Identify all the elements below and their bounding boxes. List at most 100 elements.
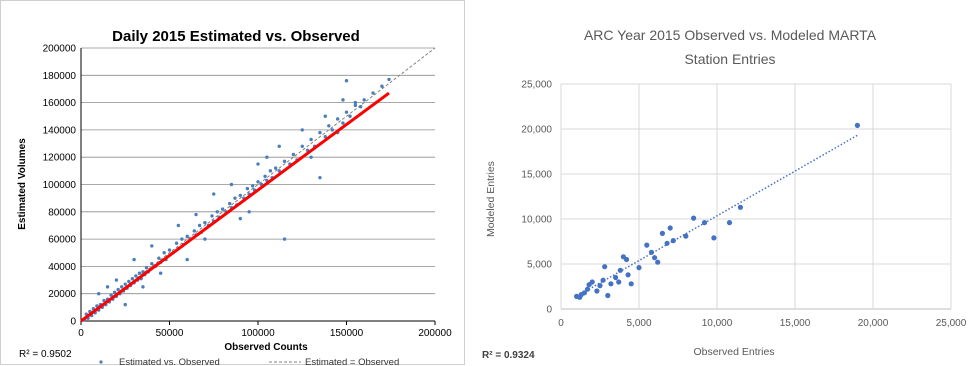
left-data-point	[330, 128, 335, 132]
right-data-point	[589, 279, 595, 285]
left-data-point	[371, 91, 375, 95]
right-data-point	[608, 281, 614, 287]
left-data-point	[247, 210, 251, 214]
right-y-tick-label: 20,000	[521, 125, 552, 136]
left-data-point	[358, 104, 363, 109]
left-data-point	[130, 276, 135, 281]
left-chart-title: Daily 2015 Estimated vs. Observed	[112, 28, 360, 45]
right-data-point	[616, 279, 622, 285]
right-chart-panel: ARC Year 2015 Observed vs. Modeled MARTA…	[478, 0, 974, 365]
left-data-point	[256, 162, 260, 166]
left-data-point	[114, 278, 119, 282]
left-data-point	[97, 292, 101, 296]
left-data-point	[162, 251, 166, 255]
left-data-point	[309, 137, 313, 142]
right-data-points	[574, 122, 860, 300]
right-y-tick-label: 0	[546, 305, 552, 316]
right-data-point	[605, 292, 611, 299]
left-data-point	[227, 201, 232, 206]
left-y-tick-label: 20000	[48, 289, 76, 300]
left-x-axis-label: Observed Counts	[224, 342, 308, 353]
right-data-point	[648, 249, 655, 255]
left-y-tick-label: 60000	[48, 235, 76, 246]
right-data-point	[667, 225, 673, 231]
left-data-point	[158, 271, 163, 275]
right-data-point	[659, 230, 665, 236]
right-data-point	[644, 242, 650, 248]
left-data-point	[134, 274, 138, 278]
right-y-axis-label: Modeled Entries	[485, 161, 497, 237]
left-legend: Estimated vs. Observed Estimated = Obser…	[99, 357, 399, 366]
left-data-point	[277, 144, 281, 148]
left-data-point	[112, 290, 117, 295]
right-y-tick-labels: 0 5,000 10,000 15,000 20,000 25,000	[521, 80, 552, 316]
left-data-point	[210, 214, 214, 218]
left-data-point	[180, 237, 184, 241]
left-y-tick-label: 100000	[43, 180, 77, 191]
left-chart-panel: Daily 2015 Estimated vs. Observed 0 20000…	[0, 0, 465, 366]
legend-label-estimated-vs-observed: Estimated vs. Observed	[119, 357, 220, 366]
left-data-point	[229, 182, 234, 187]
right-r-squared: R² = 0.9324	[482, 350, 535, 361]
left-data-point	[300, 144, 304, 148]
left-x-tick-label: 200000	[418, 328, 452, 339]
right-x-tick-label: 5,000	[626, 318, 651, 329]
left-data-point	[341, 121, 345, 125]
left-data-point	[348, 114, 352, 118]
left-data-point	[256, 180, 260, 184]
left-x-tick-label: 150000	[330, 328, 364, 339]
right-data-point	[854, 122, 860, 128]
left-data-point	[120, 285, 124, 289]
right-data-point	[600, 277, 606, 283]
left-data-point	[291, 152, 296, 157]
left-data-point	[282, 159, 287, 163]
left-data-point	[245, 186, 250, 191]
right-trend-line	[576, 134, 858, 298]
left-data-point	[265, 155, 269, 159]
right-data-point	[617, 267, 623, 273]
left-data-point	[102, 298, 106, 303]
left-y-tick-label: 40000	[48, 262, 76, 273]
left-data-point	[215, 210, 219, 214]
left-data-point	[238, 193, 242, 198]
right-data-point	[655, 259, 661, 265]
left-data-point	[192, 229, 196, 233]
right-data-point	[711, 235, 717, 241]
right-y-tick-label: 15,000	[521, 170, 552, 181]
left-data-point	[203, 221, 207, 225]
left-data-point	[387, 77, 391, 82]
left-data-point	[167, 248, 172, 252]
legend-label-estimated-equals-observed: Estimated = Observed	[305, 357, 399, 366]
left-x-tick-label: 0	[78, 328, 84, 339]
right-scatter-chart: ARC Year 2015 Observed vs. Modeled MARTA…	[482, 27, 967, 361]
left-x-tick-labels: 0 50000 100000 150000 200000	[78, 328, 452, 339]
left-fit-line	[80, 91, 390, 323]
left-y-axis-label: Estimated Volumes	[17, 138, 28, 230]
left-y-tick-label: 120000	[43, 153, 77, 164]
left-data-point	[144, 266, 149, 270]
left-y-tick-label: 200000	[43, 44, 77, 55]
left-data-point	[233, 196, 237, 200]
left-data-point	[220, 207, 225, 211]
left-data-point	[318, 130, 322, 135]
right-x-tick-label: 0	[558, 318, 564, 329]
right-data-point	[623, 256, 630, 263]
left-data-point	[194, 212, 198, 217]
right-x-tick-labels: 0 5,000 10,000 15,000 20,000 25,000	[558, 318, 967, 329]
left-data-point	[335, 117, 340, 121]
left-data-point	[323, 114, 327, 118]
right-data-point	[602, 264, 608, 270]
left-data-point	[263, 174, 267, 179]
left-y-tick-label: 0	[70, 317, 76, 328]
left-data-point	[277, 169, 281, 173]
left-data-point	[109, 293, 113, 297]
left-data-point	[353, 103, 358, 108]
left-scatter-chart: Daily 2015 Estimated vs. Observed 0 20000…	[17, 28, 452, 366]
right-chart-title-line-1: ARC Year 2015 Observed vs. Modeled MARTA	[584, 27, 877, 43]
left-y-tick-label: 80000	[48, 207, 76, 218]
right-x-tick-label: 25,000	[936, 318, 967, 329]
left-data-point	[105, 285, 110, 289]
right-gridlines	[560, 83, 952, 310]
right-data-point	[636, 265, 642, 271]
left-data-point	[327, 124, 331, 128]
